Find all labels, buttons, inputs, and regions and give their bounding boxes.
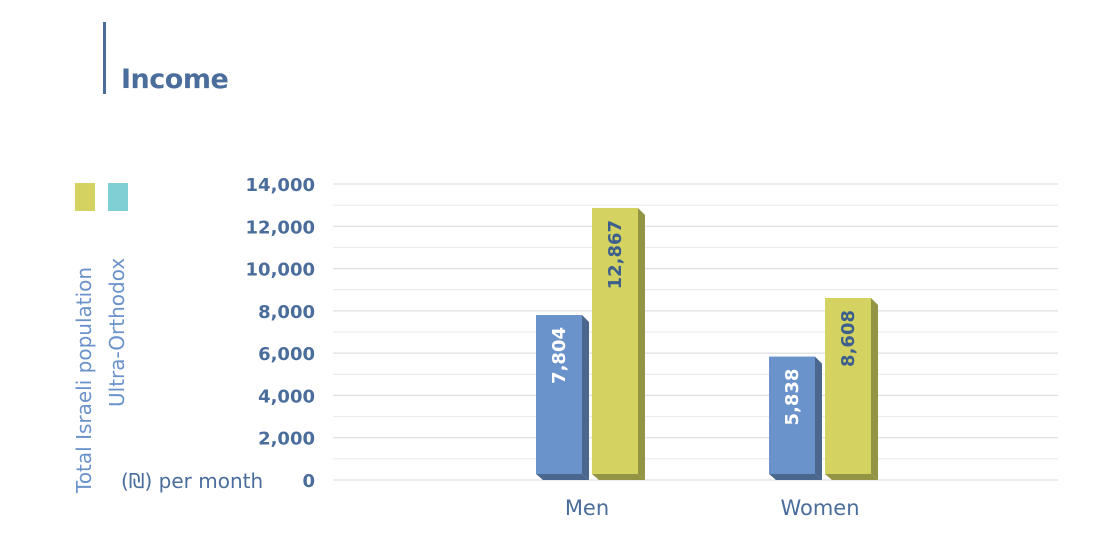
bar-side xyxy=(871,298,878,480)
y-tick-label: 10,000 xyxy=(246,260,315,281)
bar xyxy=(592,207,638,474)
bar-data-label: 12,867 xyxy=(605,220,626,289)
title-accent-bar xyxy=(103,22,106,94)
bar-bottom xyxy=(592,474,645,480)
bar xyxy=(769,356,815,474)
y-tick-label: 12,000 xyxy=(246,217,315,238)
x-category-label: Women xyxy=(780,496,859,520)
y-tick-label: 8,000 xyxy=(258,302,315,323)
bar-bottom xyxy=(536,474,589,480)
y-tick-label: 4,000 xyxy=(258,386,315,407)
y-tick-label: 6,000 xyxy=(258,344,315,365)
bar xyxy=(536,315,582,474)
legend-swatch-ultra-orthodox xyxy=(108,183,128,211)
bar xyxy=(825,298,871,474)
bar-side xyxy=(582,315,589,480)
chart-title: Income xyxy=(121,64,229,95)
bar-bottom xyxy=(825,474,878,480)
bar-data-label: 8,608 xyxy=(838,310,859,367)
y-tick-label: 2,000 xyxy=(258,429,315,450)
bar-side xyxy=(638,207,645,480)
bar-side xyxy=(815,356,822,480)
bar-bottom xyxy=(769,474,822,480)
y-tick-label: 14,000 xyxy=(246,175,315,196)
bar-data-label: 7,804 xyxy=(549,327,570,384)
y-tick-label: 0 xyxy=(302,471,315,492)
legend-swatch-total xyxy=(75,183,95,211)
x-category-label: Men xyxy=(565,496,609,520)
bar-data-label: 5,838 xyxy=(782,369,803,426)
unit-label: (₪) per month xyxy=(121,469,264,493)
